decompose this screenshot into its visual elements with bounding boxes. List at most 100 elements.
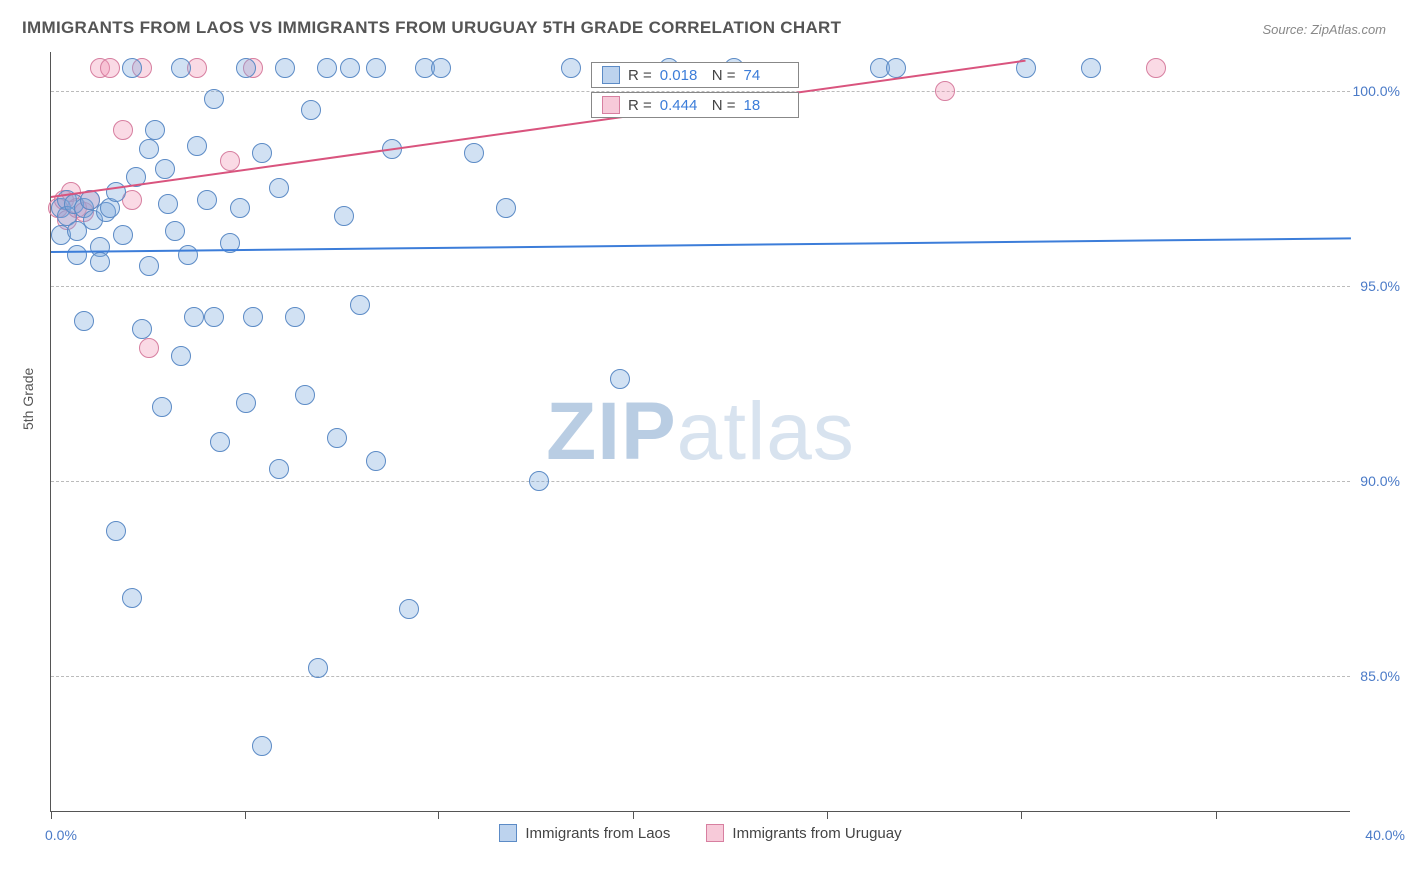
data-point <box>252 736 272 756</box>
data-point <box>171 346 191 366</box>
data-point <box>431 58 451 78</box>
data-point <box>204 89 224 109</box>
data-point <box>610 369 630 389</box>
stat-box: R = 0.444 N = 18 <box>591 92 799 118</box>
data-point <box>100 58 120 78</box>
gridline <box>51 676 1350 677</box>
data-point <box>350 295 370 315</box>
data-point <box>561 58 581 78</box>
data-point <box>139 338 159 358</box>
plot-area: ZIPatlas Immigrants from LaosImmigrants … <box>50 52 1350 812</box>
data-point <box>236 58 256 78</box>
swatch-icon <box>602 96 620 114</box>
data-point <box>275 58 295 78</box>
watermark-b: atlas <box>677 386 855 477</box>
legend-label: Immigrants from Laos <box>525 825 670 842</box>
data-point <box>236 393 256 413</box>
x-tick <box>633 811 634 819</box>
data-point <box>122 58 142 78</box>
data-point <box>165 221 185 241</box>
data-point <box>113 225 133 245</box>
data-point <box>269 459 289 479</box>
chart-title: IMMIGRANTS FROM LAOS VS IMMIGRANTS FROM … <box>22 18 841 38</box>
gridline <box>51 286 1350 287</box>
data-point <box>90 252 110 272</box>
n-value: 74 <box>744 67 788 84</box>
y-tick-label: 85.0% <box>1352 668 1400 684</box>
data-point <box>1081 58 1101 78</box>
x-tick <box>1216 811 1217 819</box>
data-point <box>113 120 133 140</box>
watermark: ZIPatlas <box>546 385 855 479</box>
data-point <box>340 58 360 78</box>
x-tick <box>1021 811 1022 819</box>
data-point <box>295 385 315 405</box>
data-point <box>317 58 337 78</box>
data-point <box>67 245 87 265</box>
data-point <box>269 178 289 198</box>
data-point <box>132 319 152 339</box>
data-point <box>230 198 250 218</box>
data-point <box>935 81 955 101</box>
y-tick-label: 90.0% <box>1352 473 1400 489</box>
r-value: 0.018 <box>660 67 704 84</box>
data-point <box>243 307 263 327</box>
data-point <box>529 471 549 491</box>
data-point <box>178 245 198 265</box>
x-tick-label-right: 40.0% <box>1365 827 1405 843</box>
data-point <box>158 194 178 214</box>
data-point <box>886 58 906 78</box>
data-point <box>464 143 484 163</box>
x-tick <box>438 811 439 819</box>
legend-label: Immigrants from Uruguay <box>732 825 901 842</box>
data-point <box>184 307 204 327</box>
y-axis-label: 5th Grade <box>20 368 36 430</box>
data-point <box>74 311 94 331</box>
data-point <box>496 198 516 218</box>
data-point <box>139 256 159 276</box>
swatch-icon <box>602 66 620 84</box>
r-value: 0.444 <box>660 97 704 114</box>
n-label: N = <box>712 67 736 84</box>
data-point <box>308 658 328 678</box>
source-label: Source: ZipAtlas.com <box>1262 22 1386 37</box>
n-value: 18 <box>744 97 788 114</box>
x-tick <box>245 811 246 819</box>
x-tick <box>51 811 52 819</box>
x-tick <box>827 811 828 819</box>
r-label: R = <box>628 67 652 84</box>
gridline <box>51 481 1350 482</box>
data-point <box>204 307 224 327</box>
data-point <box>399 599 419 619</box>
y-tick-label: 100.0% <box>1352 83 1400 99</box>
data-point <box>301 100 321 120</box>
data-point <box>155 159 175 179</box>
legend-item: Immigrants from Uruguay <box>706 824 901 842</box>
trend-line <box>51 60 1026 198</box>
data-point <box>152 397 172 417</box>
data-point <box>220 151 240 171</box>
swatch-icon <box>706 824 724 842</box>
swatch-icon <box>499 824 517 842</box>
watermark-a: ZIP <box>546 386 677 477</box>
r-label: R = <box>628 97 652 114</box>
data-point <box>334 206 354 226</box>
bottom-legend: Immigrants from Laos Immigrants from Urug… <box>51 824 1350 846</box>
data-point <box>327 428 347 448</box>
n-label: N = <box>712 97 736 114</box>
data-point <box>145 120 165 140</box>
data-point <box>187 136 207 156</box>
data-point <box>366 58 386 78</box>
data-point <box>139 139 159 159</box>
legend-item: Immigrants from Laos <box>499 824 670 842</box>
stat-box: R = 0.018 N = 74 <box>591 62 799 88</box>
data-point <box>106 521 126 541</box>
data-point <box>252 143 272 163</box>
x-tick-label-left: 0.0% <box>45 827 77 843</box>
trend-line <box>51 237 1351 253</box>
data-point <box>285 307 305 327</box>
data-point <box>366 451 386 471</box>
data-point <box>171 58 191 78</box>
data-point <box>210 432 230 452</box>
y-tick-label: 95.0% <box>1352 278 1400 294</box>
